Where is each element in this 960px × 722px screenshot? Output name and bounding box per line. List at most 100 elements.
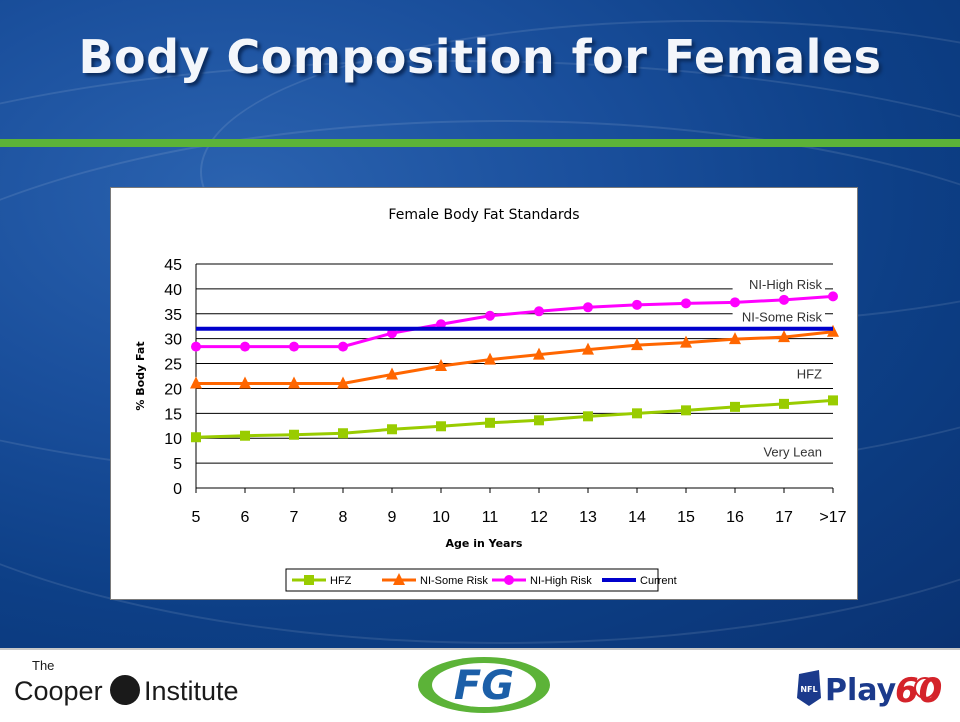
cooper-institute-logo: The Cooper Institute bbox=[14, 658, 254, 714]
hfz-point bbox=[485, 417, 495, 428]
some-risk-point bbox=[778, 330, 790, 343]
high-risk-point bbox=[632, 299, 642, 310]
y-tick-label: 15 bbox=[164, 406, 182, 423]
y-tick-label: 30 bbox=[164, 332, 182, 349]
cooper-text: Cooper bbox=[14, 676, 103, 706]
hfz-point bbox=[583, 411, 593, 422]
zone-label: NI-Some Risk bbox=[742, 310, 823, 325]
some-risk-point bbox=[582, 342, 594, 355]
hfz-point bbox=[534, 415, 544, 426]
y-tick-label: 45 bbox=[164, 257, 182, 274]
title-divider bbox=[0, 139, 960, 147]
some-risk-point bbox=[393, 573, 405, 585]
y-tick-label: 20 bbox=[164, 381, 182, 398]
hfz-point bbox=[681, 405, 691, 416]
hfz-point bbox=[240, 430, 250, 441]
y-tick-label: 0 bbox=[173, 481, 182, 498]
x-tick-label: 7 bbox=[290, 509, 299, 526]
some-risk-point bbox=[435, 359, 447, 372]
x-tick-label: 17 bbox=[775, 509, 793, 526]
some-risk-point bbox=[631, 338, 643, 351]
some-risk-line bbox=[196, 330, 834, 385]
x-tick-label: >17 bbox=[819, 509, 846, 526]
high-risk-point bbox=[504, 575, 514, 585]
high-risk-point bbox=[534, 306, 544, 317]
some-risk-point bbox=[288, 376, 300, 389]
hfz-point bbox=[304, 575, 314, 585]
x-tick-label: 14 bbox=[628, 509, 646, 526]
chart-panel: 0 5 10 15 20 25 30 35 40 45 5 6 7 8 9 10 11 12 13 14 15 16 17 >… bbox=[110, 187, 858, 600]
high-risk-point bbox=[681, 298, 691, 309]
chart-title: Female Body Fat Standards bbox=[388, 207, 579, 223]
some-risk-point bbox=[729, 332, 741, 345]
nfl-play60-logo: NFL Play 60 bbox=[797, 670, 942, 711]
zone-label-bg bbox=[754, 443, 825, 461]
high-risk-point bbox=[485, 310, 495, 321]
play-text: Play bbox=[825, 673, 897, 708]
high-risk-point bbox=[289, 341, 299, 352]
high-risk-point bbox=[730, 297, 740, 308]
y-tick-label: 25 bbox=[164, 357, 182, 374]
y-axis-title: % Body Fat bbox=[134, 341, 147, 410]
high-risk-point bbox=[583, 302, 593, 313]
zone-label: HFZ bbox=[797, 366, 822, 381]
y-tick-label: 35 bbox=[164, 307, 182, 324]
hfz-point bbox=[338, 428, 348, 439]
high-risk-point bbox=[828, 291, 838, 302]
x-tick-label: 9 bbox=[388, 509, 397, 526]
zone-label: NI-High Risk bbox=[749, 277, 822, 292]
cooper-seal-icon bbox=[110, 675, 140, 705]
nfl-shield-icon bbox=[797, 670, 821, 706]
legend-label-high-risk: NI-High Risk bbox=[530, 575, 592, 587]
zone-label: Very Lean bbox=[763, 445, 822, 460]
x-tick-label: 6 bbox=[241, 509, 250, 526]
x-tick-label: 15 bbox=[677, 509, 695, 526]
some-risk-point bbox=[337, 376, 349, 389]
fitnessgram-logo: FG bbox=[418, 657, 550, 713]
institute-text: Institute bbox=[144, 676, 239, 706]
high-risk-point bbox=[191, 341, 201, 352]
some-risk-point bbox=[484, 352, 496, 365]
legend-label-hfz: HFZ bbox=[330, 575, 352, 587]
y-tick-label: 10 bbox=[164, 431, 182, 448]
x-axis-title: Age in Years bbox=[446, 537, 523, 550]
y-tick-label: 40 bbox=[164, 282, 182, 299]
legend-label-current: Current bbox=[640, 575, 677, 587]
high-risk-point bbox=[338, 341, 348, 352]
slide-title: Body Composition for Females bbox=[78, 30, 882, 84]
zone-label-bg bbox=[732, 308, 825, 326]
x-tick-label: 5 bbox=[192, 509, 201, 526]
stopwatch-icon bbox=[914, 677, 936, 699]
x-tick-label: 13 bbox=[579, 509, 597, 526]
some-risk-point bbox=[386, 367, 398, 380]
hfz-point bbox=[632, 408, 642, 419]
high-risk-point bbox=[240, 341, 250, 352]
fg-logo-inner bbox=[432, 663, 536, 707]
zone-label-bg bbox=[797, 365, 825, 383]
hfz-point bbox=[436, 421, 446, 432]
cooper-the-text: The bbox=[32, 658, 55, 673]
chart-legend bbox=[285, 568, 659, 592]
zone-label-bg bbox=[732, 275, 825, 293]
some-risk-point bbox=[533, 347, 545, 360]
hfz-point bbox=[730, 401, 740, 412]
x-tick-label: 8 bbox=[339, 509, 348, 526]
x-tick-label: 11 bbox=[482, 509, 499, 526]
hfz-point bbox=[387, 424, 397, 435]
high-risk-point bbox=[779, 294, 789, 305]
x-tick-label: 16 bbox=[726, 509, 744, 526]
some-risk-point bbox=[239, 376, 251, 389]
hfz-line bbox=[195, 398, 834, 439]
some-risk-point bbox=[190, 376, 202, 389]
x-tick-label: 10 bbox=[432, 509, 450, 526]
hfz-point bbox=[191, 432, 201, 443]
y-tick-label: 5 bbox=[173, 456, 182, 473]
some-risk-point bbox=[680, 335, 692, 348]
legend-label-some-risk: NI-Some Risk bbox=[420, 575, 488, 587]
hfz-point bbox=[828, 395, 838, 406]
hfz-point bbox=[779, 398, 789, 409]
nfl-text: NFL bbox=[800, 685, 817, 694]
hfz-point bbox=[289, 429, 299, 440]
high-risk-line bbox=[196, 294, 834, 349]
